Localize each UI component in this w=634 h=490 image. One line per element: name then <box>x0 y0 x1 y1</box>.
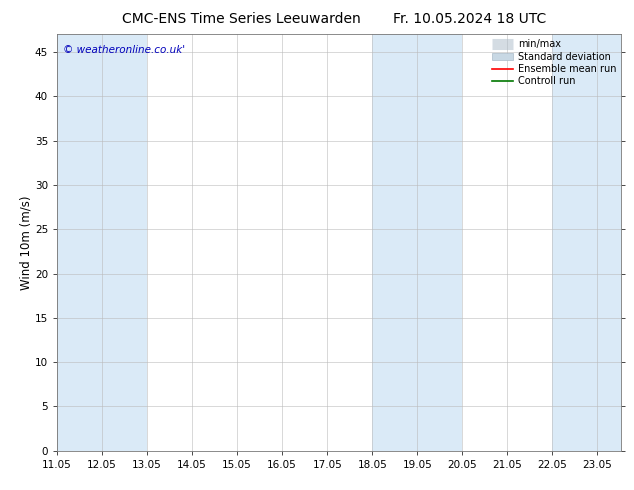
Text: © weatheronline.co.uk': © weatheronline.co.uk' <box>63 45 185 55</box>
Bar <box>372 34 462 451</box>
Legend: min/max, Standard deviation, Ensemble mean run, Controll run: min/max, Standard deviation, Ensemble me… <box>489 37 618 88</box>
Bar <box>552 34 621 451</box>
Text: CMC-ENS Time Series Leeuwarden: CMC-ENS Time Series Leeuwarden <box>122 12 360 26</box>
Bar <box>57 34 147 451</box>
Text: Fr. 10.05.2024 18 UTC: Fr. 10.05.2024 18 UTC <box>392 12 546 26</box>
Y-axis label: Wind 10m (m/s): Wind 10m (m/s) <box>19 196 32 290</box>
